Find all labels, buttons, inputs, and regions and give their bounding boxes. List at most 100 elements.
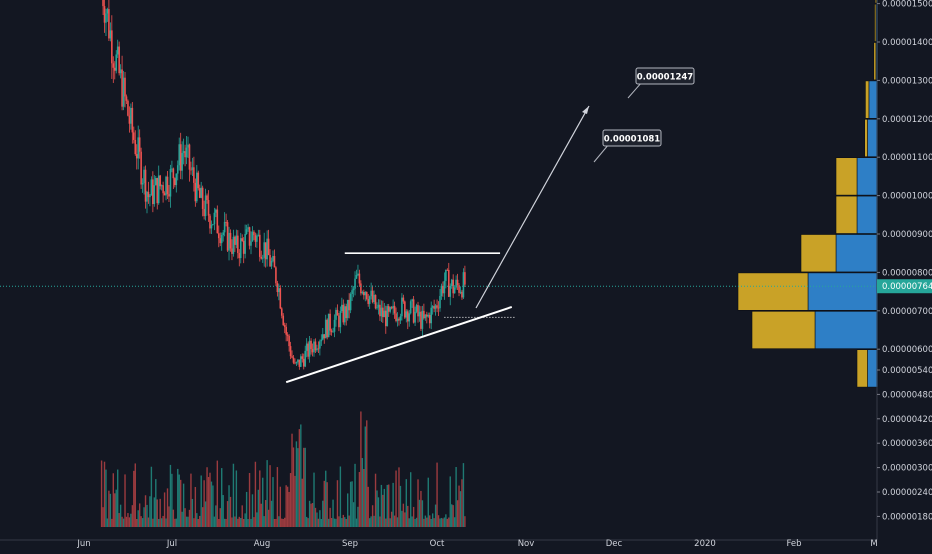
candle-body[interactable] <box>276 283 279 293</box>
candle-body[interactable] <box>241 238 244 241</box>
candle-body[interactable] <box>373 294 375 303</box>
candle-body[interactable] <box>393 305 396 314</box>
candle-body[interactable] <box>447 269 450 297</box>
candle-body[interactable] <box>179 144 182 171</box>
candle-body[interactable] <box>408 313 411 322</box>
candle-body[interactable] <box>106 9 109 14</box>
candle-body[interactable] <box>250 241 252 246</box>
candle-body[interactable] <box>171 168 173 170</box>
candle-body[interactable] <box>111 30 113 64</box>
candle-body[interactable] <box>405 311 408 318</box>
candle-body[interactable] <box>222 232 224 236</box>
candle-body[interactable] <box>395 313 397 322</box>
candle-body[interactable] <box>324 319 327 339</box>
candle-body[interactable] <box>298 359 301 367</box>
candle-body[interactable] <box>263 242 265 258</box>
candle-body[interactable] <box>461 291 463 298</box>
candle-body[interactable] <box>384 310 387 327</box>
candle-body[interactable] <box>109 30 112 39</box>
candle-body[interactable] <box>238 252 241 259</box>
candle-body[interactable] <box>286 334 289 336</box>
candle-body[interactable] <box>374 294 377 309</box>
candle-body[interactable] <box>197 172 200 189</box>
candle-body[interactable] <box>125 96 128 101</box>
candle-body[interactable] <box>382 307 384 318</box>
candle-body[interactable] <box>301 356 304 359</box>
candle-body[interactable] <box>440 285 443 296</box>
candle-body[interactable] <box>327 313 330 338</box>
candle-body[interactable] <box>288 335 290 347</box>
candle-body[interactable] <box>149 195 151 198</box>
candle-body[interactable] <box>430 307 433 324</box>
candle-body[interactable] <box>112 63 115 68</box>
candle-body[interactable] <box>147 191 150 198</box>
target-callout-lower-box[interactable] <box>602 129 662 147</box>
candle-body[interactable] <box>329 313 331 331</box>
candle-body[interactable] <box>308 340 311 357</box>
candle-body[interactable] <box>349 294 352 311</box>
candle-body[interactable] <box>137 137 140 159</box>
candle-body[interactable] <box>144 169 147 202</box>
candle-body[interactable] <box>229 232 232 249</box>
candle-body[interactable] <box>184 151 186 158</box>
candle-body[interactable] <box>102 0 104 7</box>
candle-body[interactable] <box>191 167 194 170</box>
candle-body[interactable] <box>436 305 438 308</box>
candle-body[interactable] <box>330 330 333 333</box>
candle-body[interactable] <box>116 46 119 55</box>
candle-body[interactable] <box>300 356 302 367</box>
candle-body[interactable] <box>285 326 287 335</box>
candle-body[interactable] <box>363 292 365 296</box>
candle-body[interactable] <box>253 231 255 236</box>
candle-body[interactable] <box>127 100 129 116</box>
candle-body[interactable] <box>426 314 428 317</box>
candle-body[interactable] <box>201 187 204 209</box>
candle-body[interactable] <box>157 175 160 204</box>
candle-body[interactable] <box>203 208 205 217</box>
candle-body[interactable] <box>165 176 167 196</box>
candle-body[interactable] <box>434 305 437 309</box>
candle-body[interactable] <box>418 311 421 317</box>
candle-body[interactable] <box>302 358 305 367</box>
support-trend-line[interactable] <box>285 306 513 384</box>
candle-body[interactable] <box>339 311 342 328</box>
candle-body[interactable] <box>411 299 413 302</box>
candle-body[interactable] <box>450 279 453 286</box>
candle-body[interactable] <box>379 304 381 317</box>
candle-body[interactable] <box>433 306 435 309</box>
candle-body[interactable] <box>313 341 315 353</box>
candle-body[interactable] <box>326 319 328 338</box>
candle-body[interactable] <box>119 69 122 74</box>
candle-body[interactable] <box>194 182 197 202</box>
candle-body[interactable] <box>113 67 116 71</box>
candle-body[interactable] <box>453 287 456 294</box>
candle-body[interactable] <box>283 325 286 327</box>
candle-body[interactable] <box>223 221 226 233</box>
candle-body[interactable] <box>216 209 219 234</box>
candle-body[interactable] <box>103 6 106 23</box>
candle-body[interactable] <box>406 311 409 322</box>
candle-body[interactable] <box>437 307 440 309</box>
candle-body[interactable] <box>371 290 374 303</box>
candle-body[interactable] <box>154 178 157 186</box>
candle-body[interactable] <box>231 248 233 254</box>
candle-body[interactable] <box>390 307 393 309</box>
candle-body[interactable] <box>376 307 378 309</box>
candle-body[interactable] <box>358 273 361 284</box>
candle-body[interactable] <box>134 139 137 155</box>
candle-body[interactable] <box>333 319 336 332</box>
candle-body[interactable] <box>449 285 452 297</box>
target-callout-upper-box[interactable] <box>635 67 695 85</box>
candle-body[interactable] <box>153 185 156 205</box>
candle-body[interactable] <box>383 310 386 318</box>
candle-body[interactable] <box>150 179 153 196</box>
candle-body[interactable] <box>370 290 372 297</box>
candle-body[interactable] <box>304 350 307 367</box>
candle-body[interactable] <box>343 306 346 323</box>
candle-body[interactable] <box>178 144 181 166</box>
candle-body[interactable] <box>207 200 210 216</box>
candle-body[interactable] <box>295 362 298 364</box>
candle-body[interactable] <box>163 193 166 196</box>
candle-body[interactable] <box>291 356 293 358</box>
candle-body[interactable] <box>332 331 334 333</box>
